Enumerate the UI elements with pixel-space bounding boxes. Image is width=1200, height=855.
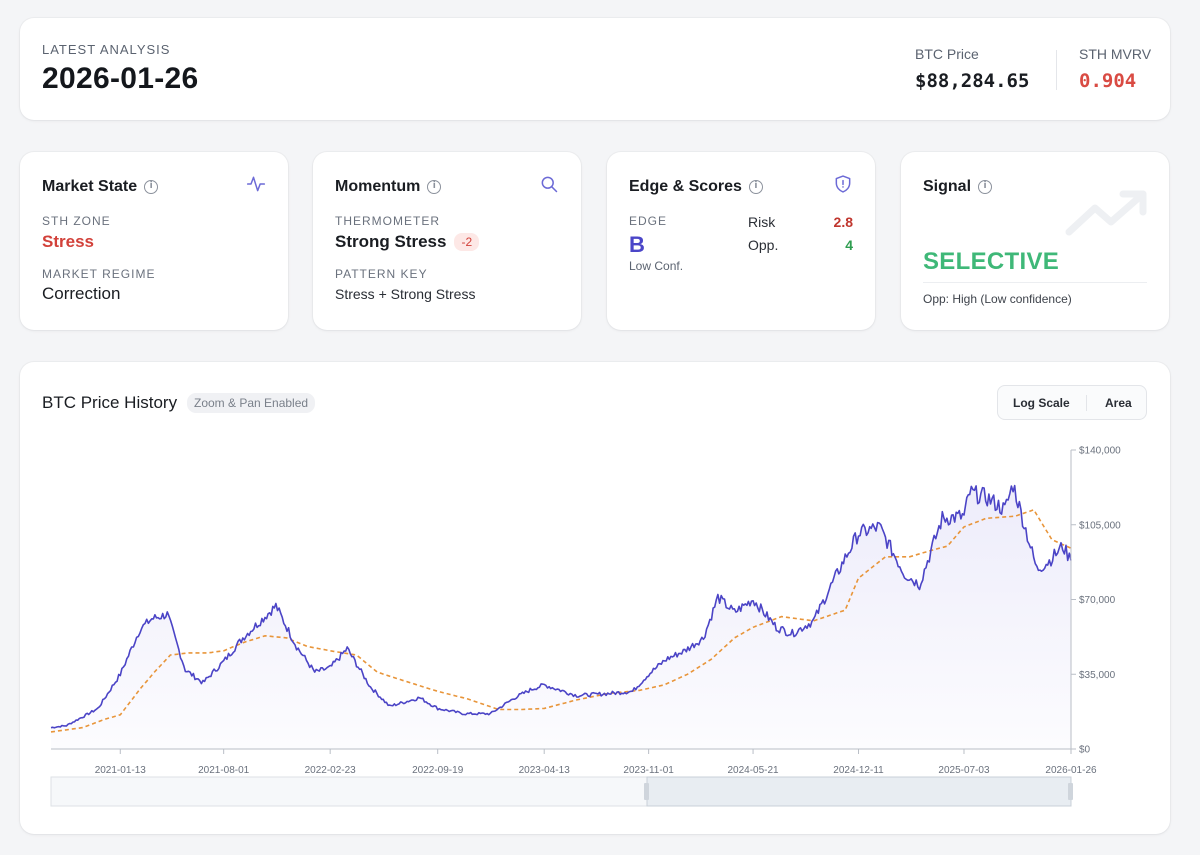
trending-up-icon bbox=[1065, 190, 1147, 236]
x-tick-label: 2021-01-13 bbox=[95, 765, 147, 776]
y-tick-label: $0 bbox=[1079, 745, 1091, 756]
info-icon[interactable]: i bbox=[427, 180, 442, 194]
market-state-title: Market State bbox=[42, 178, 138, 195]
market-regime-value: Correction bbox=[42, 284, 121, 303]
chart-title: BTC Price History bbox=[42, 393, 178, 412]
info-icon[interactable]: i bbox=[978, 180, 993, 194]
sth-mvrv-stat: STH MVRV 0.904 bbox=[1079, 46, 1151, 92]
price-area-fill bbox=[51, 485, 1071, 749]
risk-score: Risk 2.8 bbox=[748, 214, 853, 230]
opportunity-score: Opp. 4 bbox=[748, 237, 853, 253]
shield-icon bbox=[835, 175, 851, 193]
momentum-title: Momentum bbox=[335, 178, 421, 195]
pattern-key-value: Stress + Strong Stress bbox=[335, 286, 476, 302]
opp-value: 4 bbox=[845, 237, 853, 253]
analysis-date: 2026-01-26 bbox=[42, 62, 199, 95]
activity-icon bbox=[246, 176, 266, 192]
thermometer-value: Strong Stress bbox=[335, 232, 447, 251]
price-history-card: BTC Price History Zoom & Pan Enabled Log… bbox=[20, 362, 1170, 834]
toggle-divider bbox=[1086, 395, 1087, 411]
info-icon[interactable]: i bbox=[748, 180, 763, 194]
x-tick-label: 2024-05-21 bbox=[727, 765, 779, 776]
x-tick-label: 2023-11-01 bbox=[623, 765, 674, 776]
x-tick-label: 2021-08-01 bbox=[198, 765, 250, 776]
x-tick-label: 2026-01-26 bbox=[1045, 765, 1097, 776]
y-tick-label: $35,000 bbox=[1079, 670, 1116, 681]
thermometer-label: THERMOMETER bbox=[335, 214, 440, 228]
search-icon bbox=[541, 176, 558, 193]
y-tick-label: $70,000 bbox=[1079, 595, 1116, 606]
market-regime-label: MARKET REGIME bbox=[42, 267, 156, 281]
thermometer-badge: -2 bbox=[454, 233, 480, 251]
btc-price-value: $88,284.65 bbox=[915, 70, 1030, 92]
x-tick-label: 2022-09-19 bbox=[412, 765, 464, 776]
signal-note: Opp: High (Low confidence) bbox=[923, 292, 1072, 306]
signal-divider bbox=[923, 282, 1147, 283]
y-tick-label: $140,000 bbox=[1079, 446, 1121, 457]
zoom-pan-badge: Zoom & Pan Enabled bbox=[187, 393, 316, 413]
range-navigator[interactable] bbox=[50, 776, 1073, 807]
chart-toggle-group: Log Scale Area bbox=[997, 385, 1147, 420]
navigator-handle-right[interactable] bbox=[1068, 783, 1073, 800]
analysis-header: LATEST ANALYSIS 2026-01-26 BTC Price $88… bbox=[20, 18, 1170, 120]
info-icon[interactable]: i bbox=[144, 180, 159, 194]
navigator-selection[interactable] bbox=[646, 776, 1072, 807]
area-button[interactable]: Area bbox=[1105, 396, 1132, 410]
edge-scores-card: Edge & Scores i EDGE B Low Conf. Risk 2.… bbox=[607, 152, 875, 330]
signal-value: SELECTIVE bbox=[923, 248, 1060, 275]
momentum-card: Momentum i THERMOMETER Strong Stress -2 … bbox=[313, 152, 581, 330]
btc-price-label: BTC Price bbox=[915, 46, 979, 62]
edge-grade: B bbox=[629, 232, 645, 257]
opp-label: Opp. bbox=[748, 237, 779, 253]
risk-value: 2.8 bbox=[833, 214, 853, 230]
price-line bbox=[50, 484, 1072, 729]
header-divider bbox=[1056, 50, 1057, 90]
x-tick-label: 2024-12-11 bbox=[833, 765, 884, 776]
x-tick-label: 2025-07-03 bbox=[938, 765, 990, 776]
market-state-card: Market State i STH ZONE Stress MARKET RE… bbox=[20, 152, 288, 330]
edge-confidence: Low Conf. bbox=[629, 259, 684, 273]
edge-label: EDGE bbox=[629, 214, 668, 228]
sth-zone-value: Stress bbox=[42, 232, 94, 251]
pattern-key-label: PATTERN KEY bbox=[335, 267, 428, 281]
sth-zone-label: STH ZONE bbox=[42, 214, 111, 228]
x-tick-label: 2022-02-23 bbox=[305, 765, 357, 776]
x-tick-label: 2023-04-13 bbox=[519, 765, 571, 776]
navigator-handle-left[interactable] bbox=[644, 783, 649, 800]
log-scale-button[interactable]: Log Scale bbox=[1013, 396, 1070, 410]
btc-price-stat: BTC Price $88,284.65 bbox=[915, 46, 1029, 92]
sth-mvrv-label: STH MVRV bbox=[1079, 46, 1152, 62]
sth-mvrv-value: 0.904 bbox=[1079, 70, 1137, 92]
signal-card: Signal i SELECTIVE Opp: High (Low confid… bbox=[901, 152, 1169, 330]
header-eyebrow: LATEST ANALYSIS bbox=[42, 42, 171, 57]
signal-title: Signal bbox=[923, 178, 972, 195]
y-tick-label: $105,000 bbox=[1079, 520, 1121, 531]
price-chart[interactable]: 2021-01-13 2021-08-01 2022-02-23 2022-09-19… bbox=[20, 362, 1170, 834]
risk-label: Risk bbox=[748, 214, 776, 230]
moving-average-line bbox=[50, 508, 1072, 733]
edge-scores-title: Edge & Scores bbox=[629, 178, 742, 195]
